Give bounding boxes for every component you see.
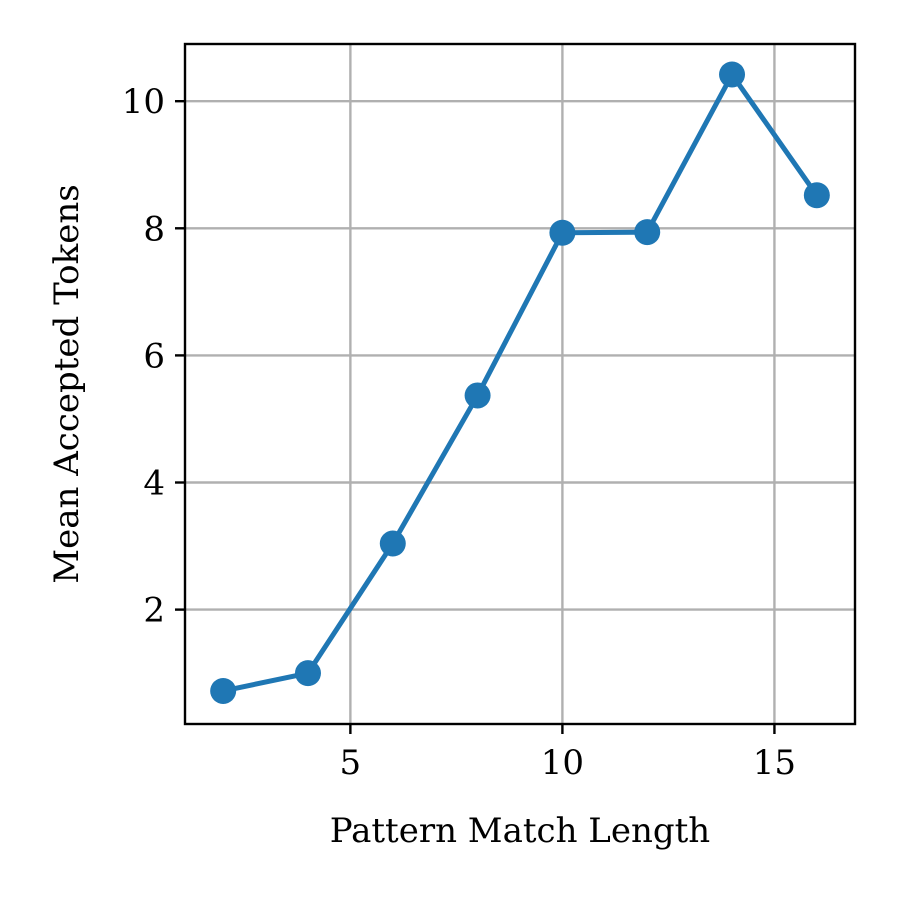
y-tick-label: 6 xyxy=(143,336,165,376)
x-axis-title: Pattern Match Length xyxy=(330,811,710,851)
data-point xyxy=(294,660,321,687)
plot-frame xyxy=(183,42,857,726)
y-tick-label: 10 xyxy=(122,82,165,122)
x-tick-label: 10 xyxy=(541,743,584,783)
data-point xyxy=(803,182,830,209)
data-point xyxy=(719,61,746,88)
data-point xyxy=(634,219,661,246)
axis-ticks: 5 10 15 2 4 6 8 10 xyxy=(122,82,796,783)
data-point xyxy=(464,382,491,409)
x-tick-label: 15 xyxy=(753,743,796,783)
data-point xyxy=(379,530,406,557)
data-point xyxy=(549,219,576,246)
data-point xyxy=(210,677,237,704)
y-axis-title: Mean Accepted Tokens xyxy=(47,184,87,583)
gridlines xyxy=(185,44,855,724)
y-tick-label: 2 xyxy=(143,591,165,631)
y-tick-label: 4 xyxy=(143,464,165,504)
x-tick-label: 5 xyxy=(340,743,362,783)
series-line xyxy=(222,72,819,694)
series-layer xyxy=(210,61,830,704)
y-tick-label: 8 xyxy=(143,209,165,249)
series-0 xyxy=(210,61,830,704)
